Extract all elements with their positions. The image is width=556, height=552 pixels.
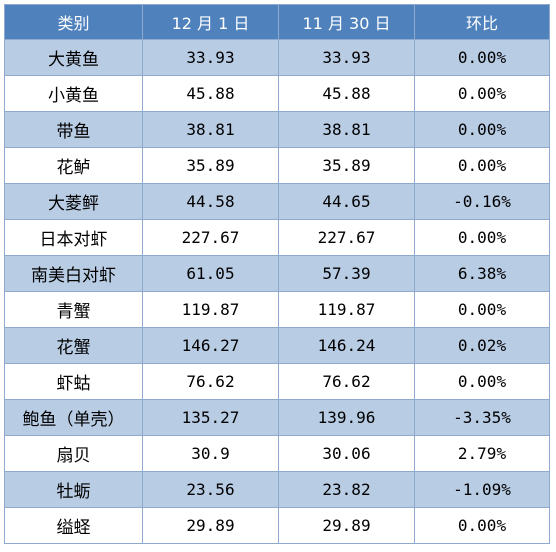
dec-1-value: 61.05 — [142, 255, 279, 292]
nov-30-value: 139.96 — [278, 399, 415, 436]
header-category: 类别 — [4, 4, 143, 40]
category-cell: 花鲈 — [4, 147, 143, 184]
dec-1-value: 38.81 — [142, 111, 279, 148]
nov-30-value: 33.93 — [278, 39, 415, 76]
category-cell: 虾蛄 — [4, 363, 143, 400]
dec-1-value: 76.62 — [142, 363, 279, 400]
category-cell: 青蟹 — [4, 291, 143, 328]
nov-30-value: 35.89 — [278, 147, 415, 184]
table-row: 日本对虾 227.67 227.67 0.00% — [4, 219, 550, 256]
table-row: 缢蛏 29.89 29.89 0.00% — [4, 507, 550, 544]
change-value: 0.00% — [414, 75, 550, 112]
category-cell: 扇贝 — [4, 435, 143, 472]
change-value: 0.00% — [414, 147, 550, 184]
table-row: 南美白对虾 61.05 57.39 6.38% — [4, 255, 550, 292]
change-value: 6.38% — [414, 255, 550, 292]
nov-30-value: 23.82 — [278, 471, 415, 508]
dec-1-value: 146.27 — [142, 327, 279, 364]
table-row: 青蟹 119.87 119.87 0.00% — [4, 291, 550, 328]
dec-1-value: 23.56 — [142, 471, 279, 508]
dec-1-value: 227.67 — [142, 219, 279, 256]
header-change: 环比 — [414, 4, 550, 40]
category-cell: 鲍鱼（单壳） — [4, 399, 143, 436]
category-cell: 大黄鱼 — [4, 39, 143, 76]
category-cell: 带鱼 — [4, 111, 143, 148]
change-value: 0.00% — [414, 363, 550, 400]
table-row: 带鱼 38.81 38.81 0.00% — [4, 111, 550, 148]
table-header: 类别 12 月 1 日 11 月 30 日 环比 — [4, 4, 550, 40]
nov-30-value: 45.88 — [278, 75, 415, 112]
nov-30-value: 57.39 — [278, 255, 415, 292]
nov-30-value: 146.24 — [278, 327, 415, 364]
change-value: 0.00% — [414, 219, 550, 256]
price-table: 类别 12 月 1 日 11 月 30 日 环比 大黄鱼 33.93 33.93 0.… — [4, 4, 550, 544]
change-value: 0.00% — [414, 111, 550, 148]
dec-1-value: 29.89 — [142, 507, 279, 544]
change-value: -1.09% — [414, 471, 550, 508]
table-row: 花蟹 146.27 146.24 0.02% — [4, 327, 550, 364]
change-value: 0.00% — [414, 291, 550, 328]
nov-30-value: 119.87 — [278, 291, 415, 328]
change-value: -3.35% — [414, 399, 550, 436]
dec-1-value: 30.9 — [142, 435, 279, 472]
category-cell: 缢蛏 — [4, 507, 143, 544]
nov-30-value: 76.62 — [278, 363, 415, 400]
nov-30-value: 227.67 — [278, 219, 415, 256]
table-row: 花鲈 35.89 35.89 0.00% — [4, 147, 550, 184]
dec-1-value: 45.88 — [142, 75, 279, 112]
category-cell: 南美白对虾 — [4, 255, 143, 292]
change-value: -0.16% — [414, 183, 550, 220]
nov-30-value: 44.65 — [278, 183, 415, 220]
change-value: 2.79% — [414, 435, 550, 472]
dec-1-value: 44.58 — [142, 183, 279, 220]
table-row: 大菱鲆 44.58 44.65 -0.16% — [4, 183, 550, 220]
category-cell: 花蟹 — [4, 327, 143, 364]
change-value: 0.00% — [414, 39, 550, 76]
change-value: 0.00% — [414, 507, 550, 544]
header-dec-1: 12 月 1 日 — [142, 4, 279, 40]
dec-1-value: 35.89 — [142, 147, 279, 184]
category-cell: 日本对虾 — [4, 219, 143, 256]
dec-1-value: 33.93 — [142, 39, 279, 76]
dec-1-value: 119.87 — [142, 291, 279, 328]
table-row: 鲍鱼（单壳） 135.27 139.96 -3.35% — [4, 399, 550, 436]
change-value: 0.02% — [414, 327, 550, 364]
table-row: 虾蛄 76.62 76.62 0.00% — [4, 363, 550, 400]
header-row: 类别 12 月 1 日 11 月 30 日 环比 — [4, 4, 550, 40]
nov-30-value: 38.81 — [278, 111, 415, 148]
category-cell: 牡蛎 — [4, 471, 143, 508]
nov-30-value: 30.06 — [278, 435, 415, 472]
table-row: 小黄鱼 45.88 45.88 0.00% — [4, 75, 550, 112]
table-row: 扇贝 30.9 30.06 2.79% — [4, 435, 550, 472]
category-cell: 大菱鲆 — [4, 183, 143, 220]
dec-1-value: 135.27 — [142, 399, 279, 436]
table-row: 牡蛎 23.56 23.82 -1.09% — [4, 471, 550, 508]
table-body: 大黄鱼 33.93 33.93 0.00% 小黄鱼 45.88 45.88 0.00% 带鱼 38… — [4, 39, 550, 544]
category-cell: 小黄鱼 — [4, 75, 143, 112]
header-nov-30: 11 月 30 日 — [278, 4, 415, 40]
nov-30-value: 29.89 — [278, 507, 415, 544]
table-row: 大黄鱼 33.93 33.93 0.00% — [4, 39, 550, 76]
